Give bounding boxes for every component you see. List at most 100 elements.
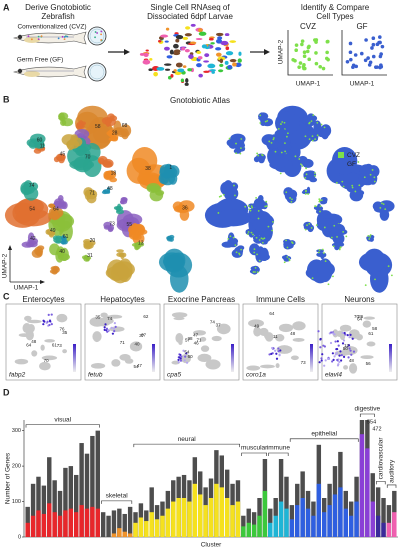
group-bracket <box>386 484 397 488</box>
cvz-cell <box>298 158 301 160</box>
cvz-cell <box>342 185 345 188</box>
cluster-label: 12 <box>344 343 350 348</box>
cell-blob <box>171 360 180 365</box>
expr-cell <box>323 364 326 367</box>
cvz-cell <box>324 260 327 263</box>
cluster-blob <box>166 236 173 242</box>
microbe <box>100 38 103 41</box>
condition-label: Conventionalized (CVZ) <box>17 24 86 31</box>
panel-title: Enterocytes <box>22 295 64 304</box>
bar-specific <box>79 505 84 537</box>
cvz-cell <box>332 275 334 278</box>
fish-eye <box>17 34 23 40</box>
condition-label: Germ Free (GF) <box>17 57 64 64</box>
fish-body <box>13 65 87 79</box>
cvz-cell <box>308 222 311 225</box>
cell-blob <box>90 363 106 369</box>
expr-cell <box>346 334 349 337</box>
cluster-label: 49 <box>50 228 56 234</box>
step-title: Single Cell RNAseq of <box>150 3 230 12</box>
cluster-blob <box>115 209 125 215</box>
step-title: Identify & Compare <box>301 3 370 12</box>
expr-cell <box>330 331 333 334</box>
cell <box>215 52 222 57</box>
cvz-cell <box>247 204 250 207</box>
bar-specific <box>25 522 30 537</box>
cvz-cell <box>263 237 266 240</box>
cluster-blob <box>329 229 341 239</box>
expr-cell <box>185 352 188 355</box>
umap-dot <box>321 66 326 71</box>
cluster-label: 74 <box>107 316 113 321</box>
legend-label: GF <box>347 161 356 168</box>
fish-body <box>13 31 87 45</box>
cluster-label: 40 <box>134 342 140 347</box>
microbe <box>37 35 40 38</box>
cluster-label: 76 <box>60 327 66 332</box>
cvz-cell <box>256 152 259 155</box>
cell <box>177 68 185 73</box>
microbe <box>30 38 33 41</box>
cell-blob <box>290 355 299 361</box>
bar-specific <box>192 483 198 537</box>
cluster-blob <box>30 133 46 145</box>
cvz-cell <box>319 205 322 208</box>
cluster-label: 46 <box>194 340 200 345</box>
cell-blob <box>119 354 131 361</box>
bar-total <box>84 453 90 537</box>
cluster-blob <box>230 133 246 145</box>
cell <box>209 69 216 72</box>
cvz-cell <box>288 259 291 262</box>
cvz-cell <box>264 205 267 208</box>
cluster-blob <box>261 235 266 242</box>
umap-dot <box>378 40 382 45</box>
cell <box>211 70 215 74</box>
cluster-label: 28 <box>187 336 193 341</box>
cvz-cell <box>307 193 310 195</box>
bar-specific <box>187 501 192 537</box>
cell <box>184 33 192 37</box>
microbe <box>66 35 69 38</box>
expr-cell <box>348 347 351 350</box>
cell-blob <box>25 329 34 341</box>
umap-dot <box>348 41 353 46</box>
legend-swatch <box>338 161 344 167</box>
cvz-cell <box>358 184 361 187</box>
cell <box>219 58 224 64</box>
cell <box>175 62 183 68</box>
bars <box>25 420 397 537</box>
cell <box>216 38 223 44</box>
cluster-blob <box>117 258 133 283</box>
cluster-label: 55 <box>127 222 133 228</box>
expr-cell <box>103 326 106 329</box>
expr-cell <box>321 353 324 356</box>
umap-dot <box>370 46 374 50</box>
cluster-label: 31 <box>87 253 93 259</box>
cvz-cell <box>271 229 274 232</box>
cell <box>166 55 173 59</box>
colorbar <box>389 344 392 372</box>
cvz-cell <box>369 173 372 176</box>
expr-cell <box>179 353 182 357</box>
cell <box>229 40 237 43</box>
cvz-cell <box>289 197 292 199</box>
cvz-cell <box>251 206 254 209</box>
bar-total <box>57 490 63 537</box>
cluster-blob <box>215 209 252 227</box>
cell <box>204 53 210 58</box>
cell <box>227 64 233 70</box>
cvz-cell <box>367 235 370 237</box>
cluster-blob <box>221 241 234 248</box>
cell <box>145 49 149 52</box>
cvz-cell <box>227 237 230 240</box>
umap-dot <box>307 57 311 62</box>
cvz-cell <box>250 231 253 234</box>
expr-cell <box>320 359 323 362</box>
cell <box>170 74 174 78</box>
plot-title: GF <box>356 22 367 31</box>
cvz-cell <box>338 248 341 251</box>
cell <box>173 43 179 49</box>
bar-specific <box>241 526 246 537</box>
cell-blob <box>173 316 185 321</box>
cvz-cell <box>257 217 260 220</box>
